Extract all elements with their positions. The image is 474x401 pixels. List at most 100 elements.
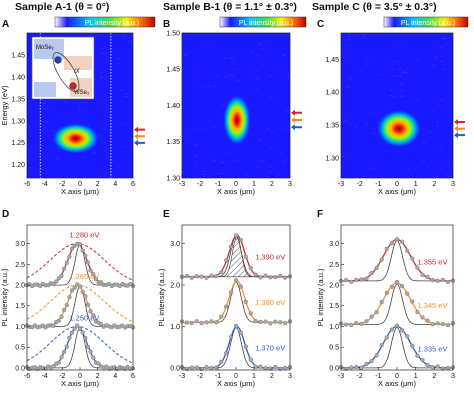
data-point-e-red bbox=[253, 272, 258, 277]
heatmap-noise-b bbox=[268, 166, 272, 168]
heatmap-noise-a bbox=[36, 156, 40, 158]
data-point-f-red bbox=[354, 277, 359, 282]
data-point-e-red bbox=[283, 275, 288, 280]
plot-background-d bbox=[27, 225, 133, 370]
x-tick-label-c: 3 bbox=[451, 181, 455, 188]
data-point-f-red bbox=[374, 266, 379, 271]
data-point-f-orange bbox=[425, 318, 430, 323]
y-tick-label-f: 3.0 bbox=[329, 241, 339, 248]
y-tick-label-a: 1.20 bbox=[11, 162, 25, 169]
x-tick-label-a: 2 bbox=[96, 181, 100, 188]
energy-arrow-b-red bbox=[291, 109, 302, 116]
exciton-ellipse bbox=[52, 52, 80, 92]
series-label-f-red: 1.355 eV bbox=[417, 257, 447, 266]
heatmap-noise-a bbox=[121, 35, 125, 37]
y-tick-label-f: 0.0 bbox=[329, 365, 339, 372]
heatmap-noise-c bbox=[342, 156, 346, 158]
data-point-d-red bbox=[85, 260, 90, 265]
x-tick-label-e: 2 bbox=[270, 373, 274, 380]
x-tick-label-b: -2 bbox=[197, 181, 203, 188]
dashed-fit-d-orange bbox=[26, 284, 134, 322]
data-point-d-blue bbox=[61, 349, 67, 354]
data-point-e-orange bbox=[268, 321, 273, 326]
heatmap-noise-c bbox=[443, 101, 447, 103]
data-point-f-red bbox=[349, 279, 354, 284]
x-tick-label-f: 2 bbox=[432, 373, 436, 380]
heatmap-noise-c bbox=[435, 125, 439, 127]
data-point-d-orange bbox=[51, 323, 56, 328]
colorbar-b: PL intensity (a.u.) bbox=[219, 16, 307, 28]
data-point-d-red bbox=[91, 271, 96, 277]
energy-arrow-c-red bbox=[454, 118, 465, 125]
series-label-e-blue: 1.370 eV bbox=[255, 344, 285, 353]
dashed-fit-d-red bbox=[26, 243, 134, 281]
data-point-f-orange bbox=[369, 314, 374, 319]
data-point-e-blue bbox=[263, 366, 268, 371]
data-point-d-orange bbox=[56, 318, 61, 323]
data-point-e-orange bbox=[229, 290, 234, 295]
y-tick-label-a: 1.25 bbox=[11, 140, 25, 147]
data-point-e-blue bbox=[258, 364, 263, 369]
data-point-e-blue bbox=[224, 351, 229, 356]
data-point-d-red bbox=[51, 282, 56, 287]
heatmap-noise-c bbox=[362, 34, 366, 36]
x-tick-label-d: 4 bbox=[113, 373, 117, 380]
heatmap-noise-b bbox=[183, 54, 187, 56]
data-point-d-blue bbox=[72, 326, 77, 331]
data-point-f-blue bbox=[384, 335, 389, 340]
energy-arrow-a-red bbox=[134, 126, 145, 133]
data-point-d-red bbox=[80, 248, 85, 253]
plot-background-f bbox=[341, 225, 453, 370]
data-point-e-blue bbox=[209, 365, 214, 370]
heatmap-noise-c bbox=[372, 132, 376, 134]
heatmap-noise-b bbox=[285, 110, 289, 112]
energy-arrow-b-orange bbox=[291, 117, 302, 123]
data-point-f-orange bbox=[440, 322, 445, 327]
heatmap-noise-b bbox=[278, 64, 282, 66]
y-tick-label-d: 3.0 bbox=[15, 241, 25, 248]
heatmap-noise-a bbox=[42, 128, 46, 130]
heatmap-noise-c bbox=[345, 45, 349, 47]
x-axis-label-e: X axis (μm) bbox=[217, 379, 256, 388]
data-point-f-blue bbox=[400, 328, 405, 333]
x-tick-label-d: -4 bbox=[42, 373, 48, 380]
data-point-e-orange bbox=[273, 319, 278, 324]
x-axis-label-c: X axis (μm) bbox=[378, 187, 417, 196]
data-point-e-red bbox=[238, 237, 243, 243]
data-point-f-red bbox=[400, 239, 405, 244]
y-tick-label-f: 0.5 bbox=[329, 345, 339, 352]
x-tick-label-c: -3 bbox=[338, 181, 344, 188]
heatmap-noise-b bbox=[220, 172, 224, 174]
data-point-e-blue bbox=[219, 359, 224, 364]
heatmap-noise-b bbox=[232, 68, 236, 70]
x-tick-label-c: -2 bbox=[357, 181, 363, 188]
heatmap-noise-a bbox=[82, 156, 86, 158]
data-point-f-blue bbox=[430, 365, 435, 370]
heatmap-noise-c bbox=[376, 74, 380, 76]
heatmap-noise-c bbox=[446, 160, 450, 162]
heatmap-noise-a bbox=[62, 117, 66, 119]
y-tick-label-d: 1.5 bbox=[15, 303, 25, 310]
data-point-f-red bbox=[359, 277, 364, 282]
data-point-e-blue bbox=[229, 334, 234, 340]
data-point-d-blue bbox=[69, 330, 75, 335]
x-tick-label-e: -3 bbox=[179, 373, 185, 380]
data-point-e-orange bbox=[219, 314, 224, 319]
data-point-e-red bbox=[219, 270, 224, 275]
y-tick-label-a: 1.40 bbox=[11, 74, 25, 81]
data-point-f-blue bbox=[405, 334, 410, 339]
heatmap-noise-b bbox=[260, 160, 264, 162]
x-tick-label-e: 1 bbox=[252, 373, 256, 380]
data-point-e-orange bbox=[189, 320, 194, 326]
data-point-d-blue bbox=[75, 323, 80, 328]
heatmap-noise-b bbox=[286, 75, 290, 77]
heatmap-noise-a bbox=[100, 76, 104, 78]
data-point-e-blue bbox=[283, 365, 288, 370]
panel-letter-d: D bbox=[2, 209, 9, 220]
heatmap-noise-b bbox=[224, 76, 228, 78]
heatmap-noise-c bbox=[448, 176, 452, 178]
x-tick-label-d: -6 bbox=[24, 373, 30, 380]
data-point-f-red bbox=[440, 277, 445, 282]
heatmap-noise-b bbox=[270, 131, 274, 133]
data-point-f-red bbox=[420, 272, 425, 277]
